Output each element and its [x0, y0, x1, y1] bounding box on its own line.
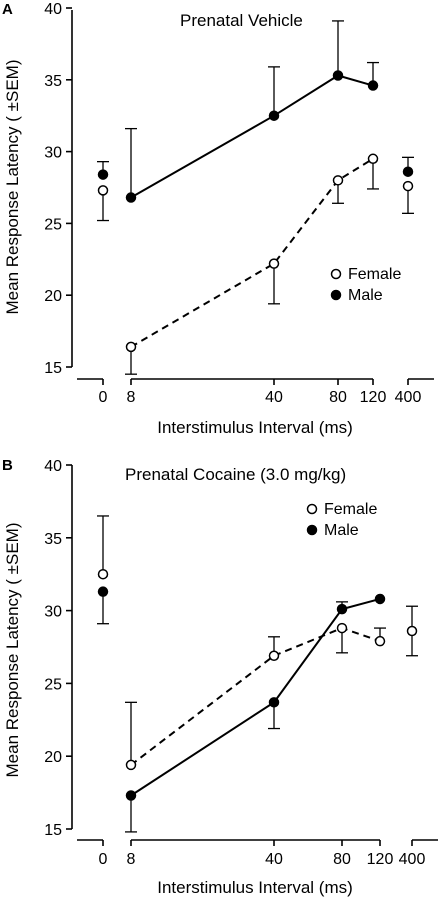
x-tick-label: 0	[99, 851, 108, 868]
x-tick-label: 40	[265, 389, 283, 406]
x-tick-label: 400	[395, 389, 422, 406]
data-point-male	[374, 593, 386, 605]
legend-label: Female	[324, 501, 377, 518]
data-point-female	[374, 635, 386, 647]
x-tick-label: 80	[333, 851, 351, 868]
y-axis-title: Mean Response Latency ( ±SEM)	[3, 523, 22, 778]
panel-letter: B	[2, 457, 13, 474]
legend-marker	[330, 289, 342, 301]
plot-area	[97, 515, 418, 833]
y-tick-label: 40	[44, 1, 62, 18]
data-point-female	[332, 175, 344, 186]
y-tick-label: 35	[44, 73, 62, 90]
x-tick-label: 8	[127, 389, 136, 406]
data-point-female	[97, 185, 109, 196]
data-point-male	[97, 586, 109, 597]
x-tick-label: 120	[367, 851, 394, 868]
data-point-male	[332, 70, 344, 81]
series-line-female	[130, 627, 381, 766]
legend-marker	[306, 524, 318, 536]
y-tick-label: 40	[44, 458, 62, 475]
data-point-male	[268, 697, 280, 708]
panel-title: Prenatal Vehicle	[180, 11, 303, 30]
y-ticks: 15 20 25 30 35 40	[44, 458, 72, 839]
x-tick-label: 400	[399, 851, 426, 868]
x-tick-label: 80	[329, 389, 347, 406]
legend-marker	[306, 503, 318, 515]
data-point-female	[367, 153, 379, 165]
data-point-female	[125, 341, 137, 353]
data-point-male	[402, 166, 414, 177]
y-ticks: 15 20 25 30 35 40	[44, 1, 72, 377]
y-tick-label: 25	[44, 216, 62, 233]
x-axis: 0 8 40 80 120 400	[77, 839, 438, 868]
y-axis-title: Mean Response Latency ( ±SEM)	[3, 60, 22, 315]
legend-label: Male	[324, 522, 359, 539]
legend-marker	[330, 268, 342, 280]
panel-title: Prenatal Cocaine (3.0 mg/kg)	[125, 465, 346, 484]
data-point-female	[125, 759, 137, 771]
x-axis-title: Interstimulus Interval (ms)	[157, 418, 353, 437]
data-point-male	[125, 192, 137, 203]
data-point-female	[402, 180, 414, 192]
data-point-female	[268, 650, 280, 661]
y-tick-label: 30	[44, 145, 62, 162]
data-point-male	[268, 110, 280, 121]
x-tick-label: 8	[127, 851, 136, 868]
series-line-male	[130, 597, 381, 797]
y-tick-label: 20	[44, 749, 62, 766]
y-tick-label: 15	[44, 822, 62, 839]
series-line-female	[130, 157, 374, 348]
plot-area	[97, 20, 414, 375]
data-point-male	[97, 169, 109, 180]
data-point-male	[125, 790, 137, 801]
legend: Female Male	[330, 266, 401, 304]
data-point-male	[367, 80, 379, 91]
y-tick-label: 35	[44, 531, 62, 548]
x-tick-label: 40	[265, 851, 283, 868]
x-axis-title: Interstimulus Interval (ms)	[157, 878, 353, 897]
panel-a: A Prenatal Vehicle Mean Response Latency…	[2, 1, 434, 437]
data-point-female	[97, 568, 109, 580]
data-point-female	[336, 622, 348, 634]
panel-letter: A	[2, 1, 13, 18]
legend: Female Male	[306, 501, 377, 539]
series-line-male	[130, 74, 374, 199]
y-tick-label: 25	[44, 676, 62, 693]
x-tick-label: 120	[360, 389, 387, 406]
data-point-male	[336, 603, 348, 615]
y-tick-label: 30	[44, 604, 62, 621]
x-axis: 0 8 40 80 120 400	[77, 378, 434, 406]
x-tick-label: 0	[99, 389, 108, 406]
legend-label: Female	[348, 266, 401, 283]
legend-label: Male	[348, 287, 383, 304]
data-point-female	[406, 625, 418, 637]
y-tick-label: 20	[44, 288, 62, 305]
y-tick-label: 15	[44, 360, 62, 377]
data-point-female	[268, 258, 280, 269]
panel-b: B Prenatal Cocaine (3.0 mg/kg) Mean Resp…	[2, 457, 438, 897]
